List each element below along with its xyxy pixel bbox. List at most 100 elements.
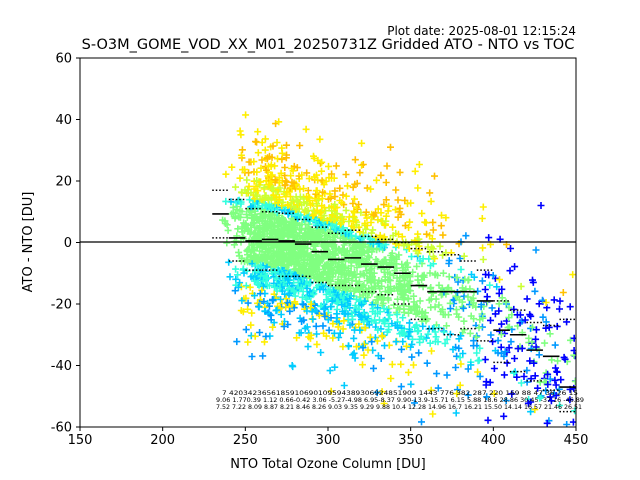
scatter-point <box>348 222 356 230</box>
scatter-point <box>456 381 464 389</box>
scatter-point <box>433 370 441 378</box>
scatter-point <box>316 135 324 143</box>
scatter-point <box>570 347 576 354</box>
scatter-point <box>455 313 463 321</box>
scatter-point <box>244 305 252 313</box>
scatter-point <box>427 197 435 205</box>
scatter-point <box>245 169 253 177</box>
scatter-point <box>474 357 482 365</box>
scatter-point <box>505 304 513 312</box>
scatter-point <box>544 380 552 388</box>
scatter-point <box>411 323 419 331</box>
scatter-point <box>403 259 411 267</box>
scatter-point <box>443 322 450 330</box>
scatter-point <box>419 322 427 330</box>
scatter-point <box>284 201 292 208</box>
scatter-point <box>360 351 368 359</box>
scatter-point <box>567 336 574 344</box>
scatter-point <box>283 151 290 159</box>
scatter-point <box>400 308 408 316</box>
scatter-point <box>372 256 380 263</box>
scatter-point <box>394 287 402 295</box>
scatter-point <box>397 360 405 368</box>
scatter-point <box>428 243 435 251</box>
scatter-point <box>494 349 502 357</box>
scatter-point <box>385 202 393 210</box>
scatter-point <box>403 342 410 350</box>
scatter-point <box>553 322 561 330</box>
scatter-point <box>552 364 559 372</box>
scatter-point <box>428 347 435 355</box>
scatter-point <box>483 393 491 401</box>
scatter-point <box>559 289 567 296</box>
scatter-point <box>370 364 377 372</box>
scatter-point <box>551 341 559 349</box>
scatter-point <box>272 307 280 315</box>
scatter-point <box>271 162 279 170</box>
scatter-point <box>498 320 505 328</box>
scatter-point <box>427 284 435 291</box>
scatter-point <box>242 282 250 290</box>
scatter-point <box>236 279 244 287</box>
scatter-point <box>476 316 484 324</box>
scatter-points <box>219 111 576 427</box>
scatter-point <box>529 276 536 284</box>
scatter-point <box>441 339 449 347</box>
scatter-point <box>331 187 339 195</box>
scatter-point <box>526 311 534 319</box>
scatter-point <box>532 326 540 334</box>
scatter-point <box>481 286 489 293</box>
scatter-point <box>571 407 576 415</box>
scatter-point <box>339 224 347 232</box>
scatter-point <box>277 169 285 177</box>
scatter-point <box>392 260 400 268</box>
scatter-point <box>244 299 252 307</box>
scatter-point <box>485 234 493 242</box>
scatter-point <box>281 172 289 180</box>
scatter-point <box>293 197 301 205</box>
scatter-point <box>257 263 265 271</box>
scatter-point <box>405 368 412 376</box>
scatter-point <box>362 208 370 216</box>
scatter-point <box>521 316 529 324</box>
scatter-point <box>377 209 385 217</box>
scatter-point <box>382 179 390 186</box>
scatter-point <box>495 289 503 297</box>
scatter-point <box>498 285 506 293</box>
scatter-point <box>546 393 554 401</box>
scatter-point <box>232 275 240 283</box>
scatter-point <box>353 179 361 187</box>
scatter-point <box>556 297 564 305</box>
scatter-point <box>421 218 429 226</box>
scatter-point <box>260 298 268 305</box>
scatter-point <box>313 171 320 179</box>
scatter-point <box>275 118 283 126</box>
scatter-point <box>271 283 278 291</box>
scatter-point <box>479 203 487 211</box>
scatter-point <box>537 393 545 401</box>
scatter-point <box>319 188 327 196</box>
scatter-point <box>473 349 481 357</box>
scatter-point <box>228 163 236 171</box>
scatter-point <box>483 293 491 301</box>
scatter-point <box>359 361 366 369</box>
scatter-point <box>544 370 552 378</box>
scatter-point <box>478 215 486 222</box>
scatter-point <box>542 324 550 332</box>
scatter-point <box>351 354 359 362</box>
scatter-point <box>254 149 262 157</box>
scatter-point <box>254 187 262 195</box>
scatter-point <box>429 410 437 418</box>
scatter-point <box>454 278 462 286</box>
scatter-point <box>502 298 510 306</box>
scatter-point <box>332 162 340 170</box>
scatter-point <box>277 296 285 303</box>
scatter-point <box>528 338 536 346</box>
scatter-point <box>320 212 328 220</box>
scatter-point <box>466 301 473 308</box>
scatter-point <box>566 396 574 404</box>
scatter-point <box>431 172 438 180</box>
scatter-point <box>551 376 559 384</box>
scatter-point <box>557 376 565 384</box>
scatter-point <box>401 222 409 230</box>
